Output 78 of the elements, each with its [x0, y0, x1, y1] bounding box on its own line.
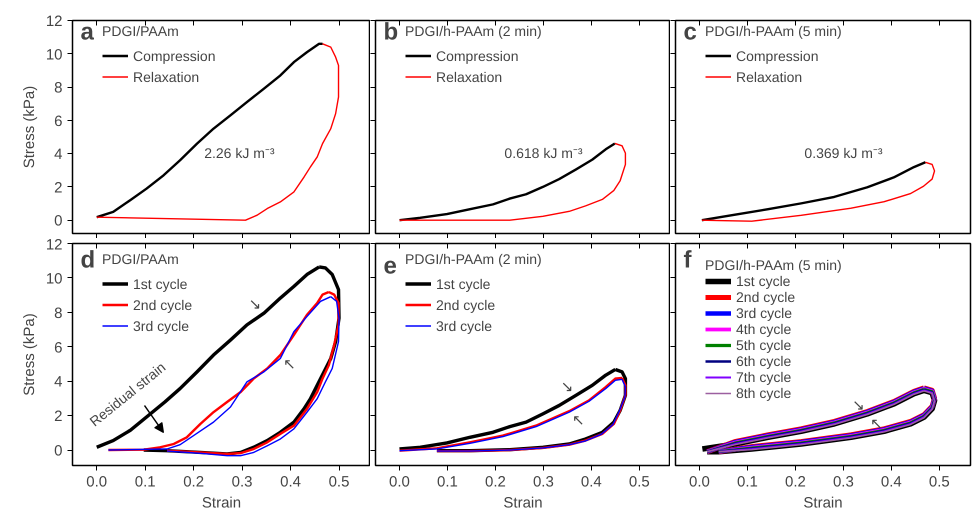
x-tick-label: 0.2 [784, 474, 806, 490]
chart-title: a [80, 18, 94, 46]
legend-label: 3rd cycle [436, 316, 492, 336]
legend-label: Relaxation [436, 68, 502, 86]
legend-label: Compression [133, 46, 216, 66]
legend-label: 4th cycle [736, 321, 792, 337]
x-tick-label: 0.5 [928, 474, 950, 490]
y-tick-label: 10 [46, 46, 63, 64]
x-axis-title: Strain [803, 494, 843, 512]
x-tick-label: 0.0 [389, 474, 410, 490]
chart-title: b [384, 18, 398, 46]
annotation: ↖ [870, 414, 883, 433]
annotation: ↘ [852, 396, 865, 414]
y-tick-label: 4 [54, 374, 62, 391]
legend-label: Compression [736, 46, 818, 66]
x-tick-label: 0.3 [232, 474, 253, 490]
annotation: ↖ [572, 411, 585, 430]
x-tick-label: 0.4 [880, 474, 902, 490]
chart-title: f [684, 246, 692, 274]
annotation: ↖ [283, 355, 296, 374]
y-tick-label: 2 [54, 179, 62, 196]
x-tick-label: 0.5 [628, 474, 650, 490]
legend-label: 7th cycle [736, 369, 792, 385]
x-tick-label: 0.2 [183, 474, 204, 490]
x-tick-label: 0.3 [532, 474, 554, 490]
chart-title: e [384, 252, 397, 280]
legend-label: 3rd cycle [133, 316, 190, 336]
y-axis-title: Stress (kPa) [20, 313, 38, 396]
x-tick-label: 0.4 [280, 474, 301, 490]
x-axis-title: Strain [503, 494, 543, 512]
y-tick-label: 6 [54, 339, 62, 356]
y-tick-label: 10 [46, 270, 63, 288]
x-tick-label: 0.1 [437, 474, 458, 490]
x-tick-label: 0.1 [737, 474, 758, 490]
legend-title: PDGI/h-PAAm (5 min) [705, 23, 842, 39]
legend-title: PDGI/h-PAAm (2 min) [405, 251, 542, 267]
legend-label: 5th cycle [736, 337, 792, 353]
legend-label: Relaxation [133, 68, 200, 86]
legend-label: 2nd cycle [436, 296, 496, 315]
annotation: 0.618 kJ m⁻³ [504, 144, 583, 161]
annotation: 0.369 kJ m⁻³ [804, 144, 883, 161]
x-tick-label: 0.2 [484, 474, 506, 490]
x-tick-label: 0.1 [134, 474, 156, 490]
legend-title: PDGI/PAAm [102, 251, 180, 267]
y-tick-label: 8 [54, 80, 62, 97]
y-tick-label: 4 [54, 146, 62, 164]
y-tick-label: 2 [54, 408, 62, 426]
y-tick-label: 6 [54, 112, 62, 130]
x-tick-label: 0.3 [832, 474, 854, 490]
y-tick-label: 0 [54, 442, 62, 460]
annotation: ↘ [560, 377, 574, 396]
legend-label: 1st cycle [436, 274, 490, 294]
legend-label: Compression [436, 46, 518, 66]
legend-label: 8th cycle [736, 385, 792, 401]
legend-title: PDGI/h-PAAm (5 min) [705, 257, 842, 273]
x-tick-label: 0.4 [580, 474, 602, 490]
chart-title: c [684, 18, 697, 46]
y-tick-label: 8 [54, 304, 62, 322]
legend-label: 3rd cycle [736, 305, 792, 321]
x-axis-title: Strain [202, 494, 242, 512]
y-tick-label: 12 [46, 236, 63, 254]
y-tick-label: 12 [46, 13, 63, 30]
y-tick-label: 0 [54, 212, 62, 230]
x-tick-label: 0.0 [86, 474, 108, 490]
annotation: 2.26 kJ m⁻³ [204, 144, 275, 161]
legend-label: 2nd cycle [133, 296, 192, 315]
x-tick-label: 0.5 [328, 474, 350, 490]
legend-title: PDGI/PAAm [102, 23, 180, 39]
chart-title: d [80, 246, 96, 274]
legend-label: 1st cycle [736, 273, 790, 289]
legend-label: Relaxation [736, 68, 802, 86]
x-tick-label: 0.0 [689, 474, 710, 490]
annotation: ↘ [248, 295, 262, 314]
legend-title: PDGI/h-PAAm (2 min) [405, 23, 542, 39]
legend-label: 2nd cycle [736, 289, 796, 305]
legend-label: 1st cycle [133, 274, 188, 294]
legend-label: 6th cycle [736, 353, 792, 369]
y-axis-title: Stress (kPa) [20, 86, 38, 168]
